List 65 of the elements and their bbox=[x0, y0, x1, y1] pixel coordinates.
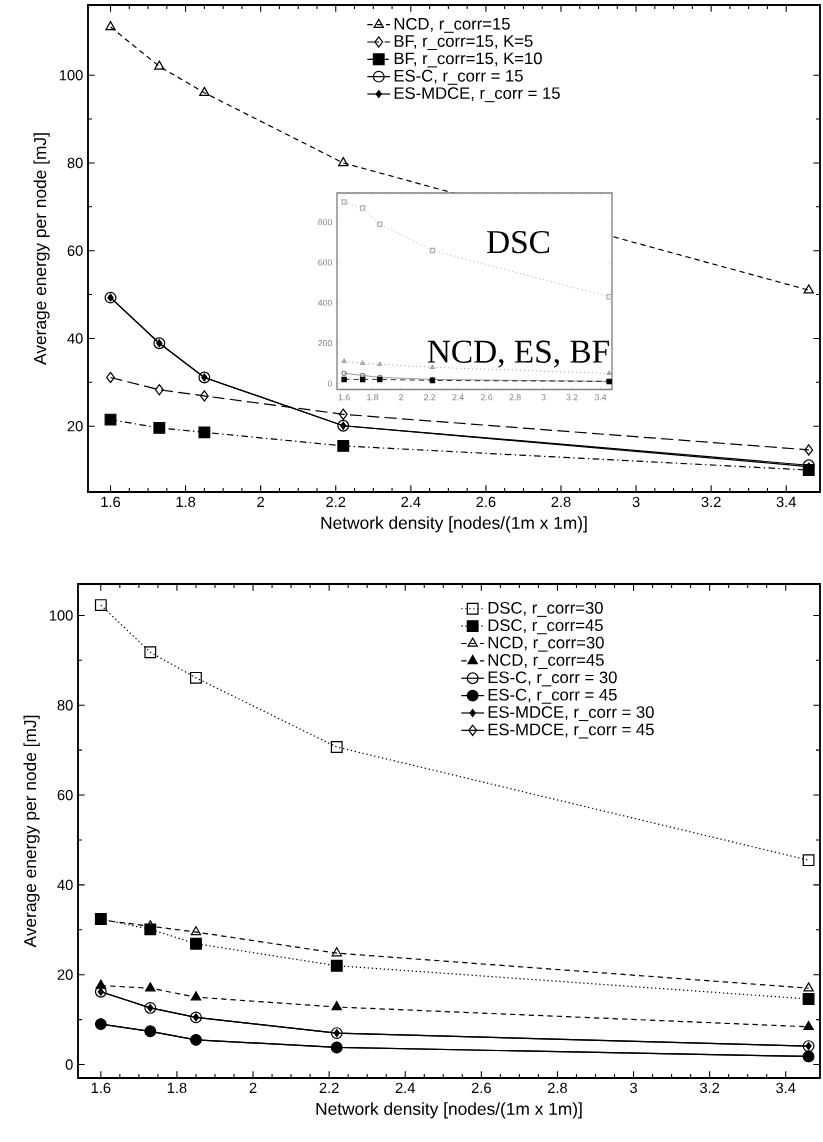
x-tick-label: 3.4 bbox=[594, 394, 607, 401]
y-tick-label: 80 bbox=[57, 700, 73, 711]
y-tick-label: 40 bbox=[67, 333, 83, 344]
x-tick-label: 3 bbox=[632, 496, 640, 508]
x-tick-label: 2.6 bbox=[471, 1082, 491, 1094]
y-axis-title: Average energy per node [mJ] bbox=[23, 715, 40, 948]
x-tick-label: 2.8 bbox=[551, 496, 571, 508]
y-tick-label: 800 bbox=[318, 219, 332, 226]
legend-label: DSC, r_corr=30 bbox=[488, 601, 603, 617]
y-tick-label: 20 bbox=[57, 969, 73, 980]
x-tick-label: 1.8 bbox=[167, 1082, 187, 1094]
x-tick-label: 2.4 bbox=[395, 1082, 415, 1093]
legend-label: NCD, r_corr=15 bbox=[394, 17, 510, 33]
x-tick-label: 2.2 bbox=[424, 394, 436, 401]
legend-label: DSC, r_corr=45 bbox=[488, 619, 603, 635]
x-tick-label: 1.8 bbox=[367, 394, 379, 401]
x-tick-label: 2.6 bbox=[476, 496, 496, 508]
x-tick-label: 3.4 bbox=[776, 496, 796, 508]
x-axis-title: Network density [nodes/(1m x 1m)] bbox=[316, 1102, 582, 1119]
legend-label: NCD, r_corr=30 bbox=[488, 636, 604, 652]
x-tick-label: 1.6 bbox=[91, 1082, 111, 1094]
legend-label: ES-C, r_corr = 30 bbox=[488, 671, 617, 687]
y-tick-label: 60 bbox=[57, 789, 73, 801]
legend-label: ES-MDCE, r_corr = 30 bbox=[488, 706, 654, 722]
annotation: DSC bbox=[487, 230, 550, 254]
legend-label: BF, r_corr=15, K=5 bbox=[394, 35, 533, 51]
y-axis-title: Average energy per node [mJ] bbox=[33, 133, 50, 365]
x-tick-label: 1.6 bbox=[338, 394, 350, 401]
legend-label: ES-C, r_corr = 15 bbox=[394, 69, 523, 85]
x-tick-label: 3.2 bbox=[566, 394, 578, 401]
x-axis-title: Network density [nodes/(1m x 1m)] bbox=[321, 516, 587, 533]
x-tick-label: 2.6 bbox=[481, 394, 493, 401]
x-tick-label: 2.4 bbox=[401, 496, 421, 507]
x-tick-label: 3 bbox=[630, 1082, 637, 1094]
y-tick-label: 0 bbox=[65, 1059, 73, 1070]
x-tick-label: 2.2 bbox=[326, 496, 346, 507]
y-tick-label: 60 bbox=[67, 245, 83, 256]
legend-label: ES-MDCE, r_corr = 15 bbox=[394, 87, 560, 103]
x-tick-label: 1.8 bbox=[176, 496, 196, 508]
x-tick-label: 2.2 bbox=[319, 1082, 339, 1093]
legend-label: ES-MDCE, r_corr = 45 bbox=[488, 723, 654, 739]
x-tick-label: 3.4 bbox=[776, 1082, 796, 1094]
y-tick-label: 600 bbox=[318, 259, 332, 266]
legend-label: ES-C, r_corr = 45 bbox=[488, 688, 617, 704]
x-tick-label: 2 bbox=[257, 496, 265, 507]
x-tick-label: 2 bbox=[399, 394, 404, 401]
legend-label: NCD, r_corr=45 bbox=[488, 654, 604, 669]
annotation: NCD, ES, BF bbox=[427, 340, 609, 368]
y-tick-label: 80 bbox=[67, 157, 83, 169]
y-tick-label: 100 bbox=[49, 610, 73, 621]
y-tick-label: 400 bbox=[318, 299, 332, 306]
legend-label: BF, r_corr=15, K=10 bbox=[394, 52, 542, 68]
x-tick-label: 2.8 bbox=[547, 1082, 567, 1094]
y-tick-label: 100 bbox=[59, 70, 83, 81]
x-tick-label: 3.2 bbox=[701, 496, 721, 508]
x-tick-label: 2.8 bbox=[509, 394, 521, 401]
x-tick-label: 3 bbox=[541, 394, 546, 401]
y-tick-label: 0 bbox=[327, 380, 332, 387]
y-tick-label: 40 bbox=[57, 879, 73, 891]
y-tick-label: 200 bbox=[318, 340, 332, 347]
x-tick-label: 2.4 bbox=[452, 394, 464, 401]
y-tick-label: 20 bbox=[67, 421, 83, 432]
x-tick-label: 1.6 bbox=[101, 496, 121, 508]
x-tick-label: 3.2 bbox=[700, 1082, 720, 1094]
x-tick-label: 2 bbox=[249, 1082, 257, 1093]
